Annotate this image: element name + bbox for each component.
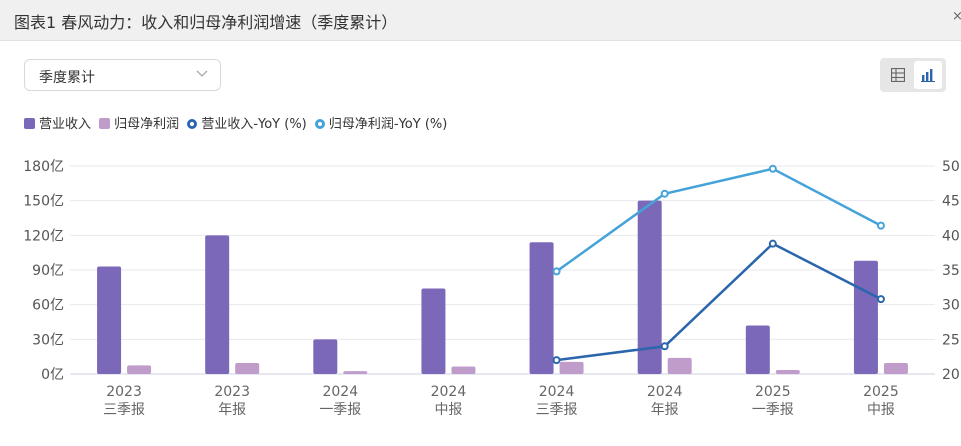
x-tick-label: 中报 — [434, 402, 462, 418]
y-left-tick-label: 150亿 — [23, 194, 64, 210]
x-tick-label: 2025 — [863, 384, 899, 400]
y-right-tick-label: 35 — [942, 263, 960, 279]
y-left-tick-label: 180亿 — [23, 159, 64, 175]
profit-bar — [451, 366, 476, 374]
legend-label-revenue: 营业收入 — [39, 117, 92, 132]
chart-view-button[interactable] — [914, 61, 942, 89]
profit-yoy-point — [552, 267, 561, 276]
revenue-yoy-point — [876, 295, 885, 304]
revenue-yoy-line — [556, 242, 882, 362]
y-right-tick-label: 50 — [942, 159, 960, 175]
revenue-bar — [313, 339, 338, 374]
profit-bar — [343, 371, 368, 374]
x-tick-label: 2023 — [106, 384, 142, 400]
y-right-tick-label: 45 — [942, 194, 960, 210]
y-right-tick-label: 20 — [942, 367, 960, 383]
revenue-yoy-point — [660, 342, 669, 351]
legend-swatch-revenue-yoy — [187, 119, 198, 129]
revenue-bar — [637, 200, 662, 374]
legend-swatch-revenue — [24, 118, 35, 129]
y-left-tick-label: 30亿 — [32, 332, 64, 348]
bar-chart-icon — [921, 69, 935, 82]
profit-bar — [235, 363, 260, 374]
chart-legend: 营业收入 归母净利润 营业收入-YoY (%) 归母净利润-YoY (%) — [24, 113, 451, 133]
chart-title: 图表1 春风动力：收入和归母净利润增速（季度累计） — [14, 13, 398, 32]
profit-bar — [559, 361, 584, 374]
y-right-tick-label: 40 — [942, 228, 960, 244]
legend-item-revenue[interactable]: 营业收入 — [24, 113, 91, 132]
profit-bar — [667, 357, 692, 374]
x-tick-label: 2023 — [214, 384, 250, 400]
view-toggle — [880, 58, 946, 92]
y-right-tick-label: 30 — [942, 298, 960, 314]
close-icon[interactable]: × — [952, 9, 961, 24]
y-left-tick-label: 60亿 — [32, 298, 64, 314]
title-bar: 图表1 春风动力：收入和归母净利润增速（季度累计） × — [0, 0, 961, 41]
x-tick-label: 中报 — [867, 402, 895, 418]
profit-yoy-point — [876, 221, 885, 230]
revenue-yoy-point — [552, 356, 561, 365]
period-select[interactable]: 季度累计 — [24, 59, 221, 91]
x-tick-label: 2024 — [647, 384, 683, 400]
x-tick-label: 年报 — [218, 402, 246, 418]
y-left-tick-label: 120亿 — [23, 228, 64, 244]
profit-bar — [883, 363, 908, 374]
legend-label-revenue-yoy: 营业收入-YoY (%) — [201, 117, 307, 132]
x-tick-label: 2025 — [755, 384, 791, 400]
revenue-bar — [745, 325, 770, 374]
revenue-bar — [421, 288, 446, 374]
legend-label-profit-yoy: 归母净利润-YoY (%) — [328, 117, 448, 132]
revenue-bar — [529, 242, 554, 374]
legend-swatch-profit-yoy — [314, 119, 325, 129]
x-tick-label: 一季报 — [319, 402, 361, 418]
chevron-down-icon — [196, 70, 208, 77]
y-left-tick-label: 0亿 — [41, 367, 64, 383]
profit-yoy-line — [555, 167, 882, 273]
x-tick-label: 2024 — [539, 384, 575, 400]
table-icon — [891, 68, 905, 82]
legend-item-profit[interactable]: 归母净利润 — [99, 113, 179, 132]
period-select-value: 季度累计 — [39, 70, 95, 86]
legend-swatch-profit — [99, 118, 111, 129]
x-tick-label: 2024 — [322, 384, 358, 400]
revenue-yoy-point — [768, 239, 777, 248]
revenue-bar — [205, 235, 230, 374]
profit-yoy-point — [660, 189, 669, 198]
table-view-button[interactable] — [884, 61, 912, 89]
y-left-tick-label: 90亿 — [32, 263, 64, 279]
legend-item-revenue-yoy[interactable]: 营业收入-YoY (%) — [187, 113, 307, 132]
x-tick-label: 三季报 — [103, 402, 145, 418]
profit-bar — [775, 369, 800, 374]
x-tick-label: 2024 — [431, 384, 467, 400]
x-tick-label: 一季报 — [752, 402, 794, 418]
legend-item-profit-yoy[interactable]: 归母净利润-YoY (%) — [314, 113, 448, 132]
x-tick-label: 三季报 — [536, 402, 578, 418]
profit-yoy-point — [768, 164, 777, 173]
y-right-tick-label: 25 — [942, 332, 960, 348]
x-tick-label: 年报 — [651, 402, 679, 418]
legend-label-profit: 归母净利润 — [114, 117, 180, 132]
revenue-bar — [853, 260, 878, 374]
revenue-bar — [97, 266, 122, 374]
profit-bar — [127, 365, 152, 374]
